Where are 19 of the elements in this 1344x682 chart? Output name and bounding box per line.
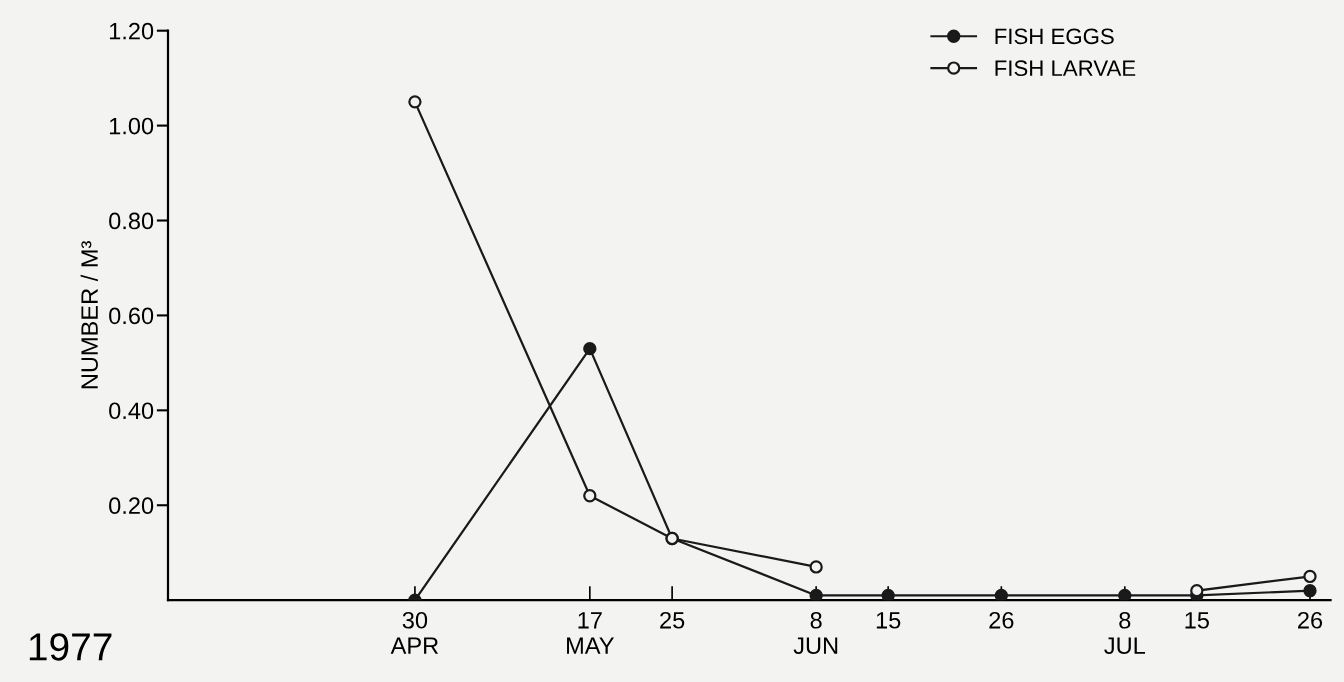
x-tick-label: 17 MAY — [567, 612, 615, 654]
x-tick-label: 15 — [876, 612, 901, 629]
y-tick-label: 0.60 — [109, 307, 154, 325]
x-tick-label: 30 APR — [390, 611, 439, 654]
y-tick-label: 0.40 — [109, 402, 154, 420]
x-tick-label: 25 — [660, 611, 685, 629]
text: 1977 — [29, 633, 112, 661]
x-tick-label: 26 — [1298, 611, 1323, 629]
y-tick-label: 0.20 — [109, 497, 154, 515]
legend-label: FISH EGGS — [995, 28, 1114, 45]
x-tick-label: 8 JUL — [1104, 611, 1146, 655]
legend-label: FISH LARVAE — [995, 60, 1136, 77]
y-tick-label: 0.80 — [109, 212, 154, 230]
y-tick-label: 1.20 — [109, 22, 154, 40]
y-tick-label: 1.00 — [109, 117, 154, 135]
y-axis-title: NUMBER / M³ — [80, 241, 98, 389]
x-tick-label: 8 JUN — [793, 611, 838, 655]
x-tick-label: 15 — [1185, 612, 1209, 629]
x-tick-label: 26 — [989, 611, 1014, 629]
